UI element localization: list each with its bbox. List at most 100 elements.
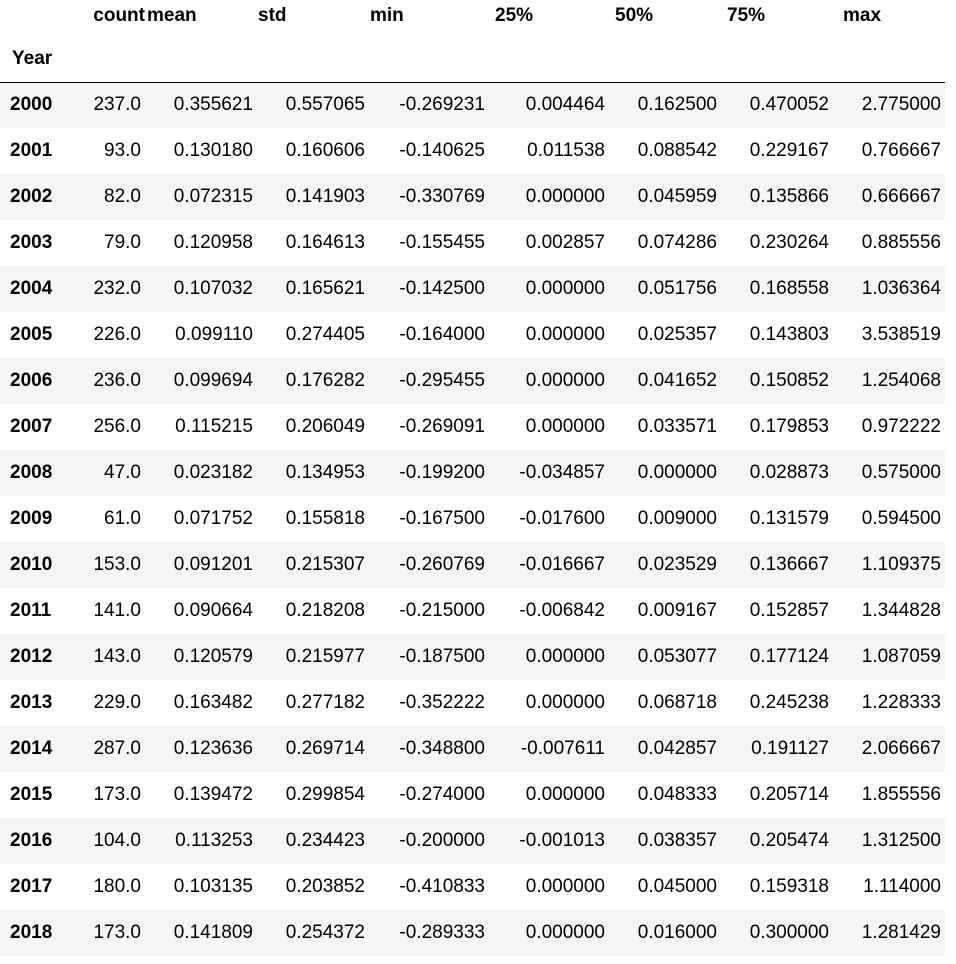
blank-cell — [257, 32, 369, 83]
cell-min: -0.199200 — [369, 450, 489, 496]
cell-mean: 0.099110 — [145, 312, 257, 358]
column-header-count: count — [93, 5, 145, 26]
cell-mean: 0.123636 — [145, 726, 257, 772]
table-row: 2007 256.0 0.115215 0.206049 -0.269091 0.0000… — [0, 404, 945, 450]
cell-25pct: 0.000000 — [489, 634, 609, 680]
cell-std: 0.203852 — [257, 864, 369, 910]
cell-50pct: 0.016000 — [609, 910, 721, 956]
row-index-year: 2013 — [0, 680, 76, 726]
cell-std: 0.176282 — [257, 358, 369, 404]
column-header-row: count mean std min 25% 50% 75% max — [0, 0, 945, 32]
cell-max: 0.972222 — [833, 404, 945, 450]
blank-cell — [145, 32, 257, 83]
column-header-50pct: 50% — [615, 5, 654, 26]
row-index-year: 2002 — [0, 174, 76, 220]
cell-count: 226.0 — [76, 312, 145, 358]
cell-mean: 0.120579 — [145, 634, 257, 680]
cell-std: 0.141903 — [257, 174, 369, 220]
cell-std: 0.269714 — [257, 726, 369, 772]
column-header-max: max — [843, 5, 882, 26]
cell-max: 1.254068 — [833, 358, 945, 404]
cell-count: 47.0 — [76, 450, 145, 496]
cell-50pct: 0.048333 — [609, 772, 721, 818]
cell-50pct: 0.025357 — [609, 312, 721, 358]
cell-mean: 0.103135 — [145, 864, 257, 910]
cell-25pct: 0.004464 — [489, 82, 609, 128]
cell-50pct: 0.045959 — [609, 174, 721, 220]
cell-mean: 0.120958 — [145, 220, 257, 266]
cell-75pct: 0.179853 — [721, 404, 833, 450]
table-row: 2004 232.0 0.107032 0.165621 -0.142500 0.0000… — [0, 266, 945, 312]
cell-count: 153.0 — [76, 542, 145, 588]
row-index-year: 2003 — [0, 220, 76, 266]
blank-cell — [609, 32, 721, 83]
cell-75pct: 0.159318 — [721, 864, 833, 910]
table-row: 2012 143.0 0.120579 0.215977 -0.187500 0.0000… — [0, 634, 945, 680]
column-header-25pct: 25% — [495, 5, 534, 26]
cell-25pct: 0.011538 — [489, 128, 609, 174]
cell-50pct: 0.088542 — [609, 128, 721, 174]
table-row: 2018 173.0 0.141809 0.254372 -0.289333 0.0000… — [0, 910, 945, 956]
cell-mean: 0.071752 — [145, 496, 257, 542]
cell-min: -0.269231 — [369, 82, 489, 128]
cell-std: 0.215307 — [257, 542, 369, 588]
cell-75pct: 0.136667 — [721, 542, 833, 588]
table-row: 2008 47.0 0.023182 0.134953 -0.199200 -0.0348… — [0, 450, 945, 496]
cell-50pct: 0.068718 — [609, 680, 721, 726]
cell-min: -0.155455 — [369, 220, 489, 266]
table-row: 2010 153.0 0.091201 0.215307 -0.260769 -0.016… — [0, 542, 945, 588]
cell-max: 0.575000 — [833, 450, 945, 496]
row-index-year: 2001 — [0, 128, 76, 174]
cell-max: 1.036364 — [833, 266, 945, 312]
table-row: 2011 141.0 0.090664 0.218208 -0.215000 -0.006… — [0, 588, 945, 634]
column-header-std: std — [258, 5, 287, 26]
cell-mean: 0.091201 — [145, 542, 257, 588]
cell-min: -0.289333 — [369, 910, 489, 956]
cell-std: 0.254372 — [257, 910, 369, 956]
cell-std: 0.160606 — [257, 128, 369, 174]
cell-std: 0.215977 — [257, 634, 369, 680]
cell-75pct: 0.131579 — [721, 496, 833, 542]
row-index-year: 2000 — [0, 82, 76, 128]
row-index-year: 2007 — [0, 404, 76, 450]
index-name-row: Year — [0, 32, 945, 83]
table-row: 2001 93.0 0.130180 0.160606 -0.140625 0.01153… — [0, 128, 945, 174]
cell-50pct: 0.000000 — [609, 450, 721, 496]
cell-25pct: -0.001013 — [489, 818, 609, 864]
cell-std: 0.299854 — [257, 772, 369, 818]
cell-count: 104.0 — [76, 818, 145, 864]
cell-min: -0.215000 — [369, 588, 489, 634]
blank-cell — [721, 32, 833, 83]
cell-count: 232.0 — [76, 266, 145, 312]
table-row: 2003 79.0 0.120958 0.164613 -0.155455 0.00285… — [0, 220, 945, 266]
cell-count: 229.0 — [76, 680, 145, 726]
cell-count: 82.0 — [76, 174, 145, 220]
cell-std: 0.557065 — [257, 82, 369, 128]
row-index-year: 2017 — [0, 864, 76, 910]
cell-count: 180.0 — [76, 864, 145, 910]
cell-max: 1.228333 — [833, 680, 945, 726]
cell-50pct: 0.042857 — [609, 726, 721, 772]
cell-75pct: 0.152857 — [721, 588, 833, 634]
table-row: 2009 61.0 0.071752 0.155818 -0.167500 -0.0176… — [0, 496, 945, 542]
cell-25pct: 0.000000 — [489, 772, 609, 818]
cell-25pct: 0.000000 — [489, 680, 609, 726]
cell-75pct: 0.150852 — [721, 358, 833, 404]
cell-min: -0.330769 — [369, 174, 489, 220]
row-index-year: 2015 — [0, 772, 76, 818]
cell-mean: 0.090664 — [145, 588, 257, 634]
cell-25pct: -0.006842 — [489, 588, 609, 634]
cell-std: 0.277182 — [257, 680, 369, 726]
table-row: 2015 173.0 0.139472 0.299854 -0.274000 0.0000… — [0, 772, 945, 818]
cell-50pct: 0.053077 — [609, 634, 721, 680]
cell-mean: 0.139472 — [145, 772, 257, 818]
table-row: 2017 180.0 0.103135 0.203852 -0.410833 0.0000… — [0, 864, 945, 910]
row-index-year: 2011 — [0, 588, 76, 634]
row-index-year: 2006 — [0, 358, 76, 404]
cell-max: 1.114000 — [833, 864, 945, 910]
cell-25pct: -0.017600 — [489, 496, 609, 542]
cell-50pct: 0.041652 — [609, 358, 721, 404]
column-header-min: min — [370, 5, 404, 26]
cell-std: 0.274405 — [257, 312, 369, 358]
cell-25pct: 0.000000 — [489, 266, 609, 312]
